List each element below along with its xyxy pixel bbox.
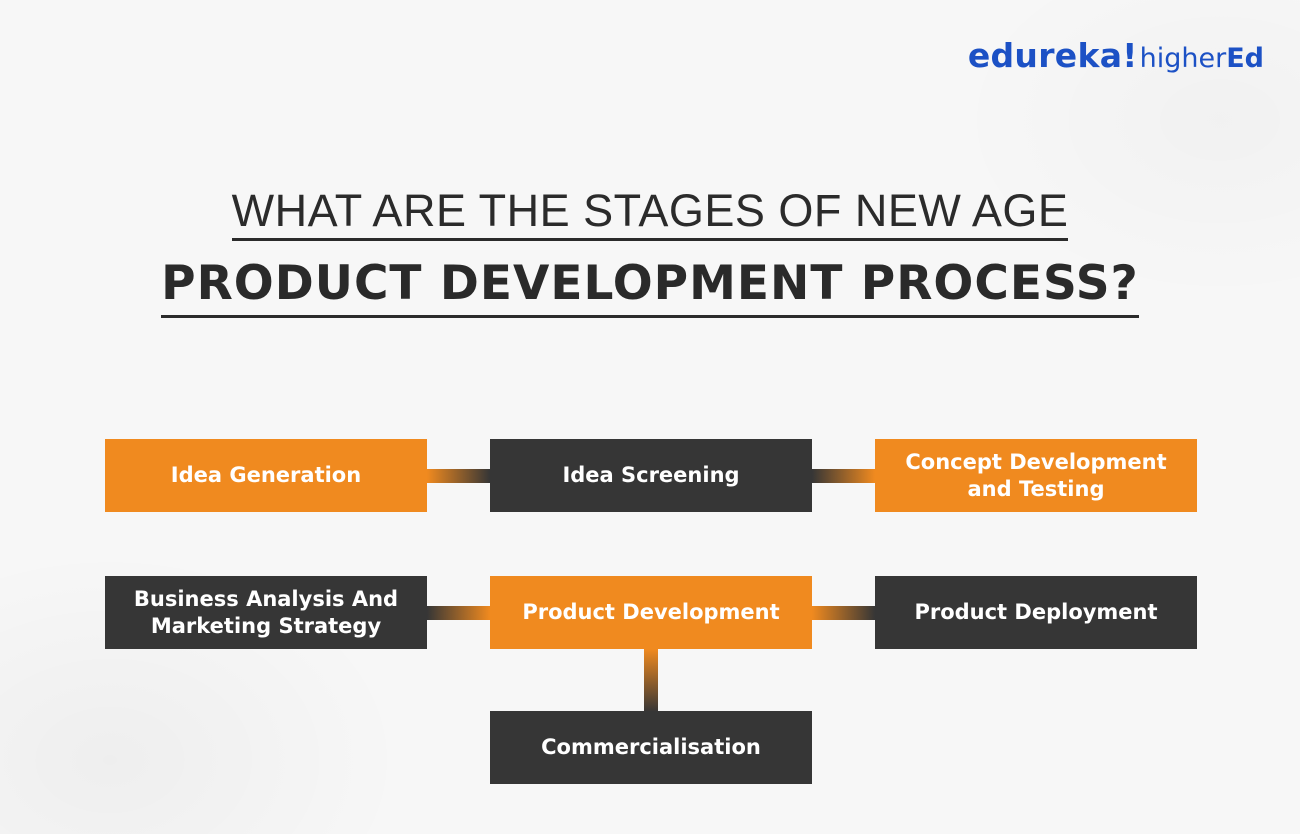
- connector-idea-generation-to-screening: [427, 469, 490, 483]
- stage-concept-development: Concept Development and Testing: [875, 439, 1197, 512]
- title-line-1-wrapper: WHAT ARE THE STAGES OF NEW AGE: [0, 186, 1300, 241]
- stage-label: Idea Generation: [170, 463, 362, 487]
- stage-label: Business Analysis And Marketing Strategy: [134, 586, 398, 640]
- connector-product-development-to-deployment: [812, 606, 875, 620]
- stage-label: Product Deployment: [914, 600, 1158, 624]
- stage-product-development: Product Development: [490, 576, 812, 649]
- logo-subbrand-bold: Ed: [1226, 43, 1264, 74]
- stage-idea-generation: Idea Generation: [105, 439, 427, 512]
- logo-wordmark: edureka!: [967, 36, 1138, 75]
- stage-product-deployment: Product Deployment: [875, 576, 1197, 649]
- title-line-2: PRODUCT DEVELOPMENT PROCESS?: [161, 257, 1139, 318]
- stage-idea-screening: Idea Screening: [490, 439, 812, 512]
- stage-label-line: Business Analysis And: [133, 586, 399, 611]
- connector-product-development-to-commercialisation: [644, 649, 658, 712]
- stage-business-analysis: Business Analysis And Marketing Strategy: [105, 576, 427, 649]
- connector-screening-to-concept: [812, 469, 875, 483]
- stage-label: Idea Screening: [562, 463, 740, 487]
- stage-label: Concept Development and Testing: [905, 449, 1166, 503]
- stage-label: Product Development: [522, 600, 780, 624]
- stage-label-line: and Testing: [967, 476, 1105, 501]
- title-line-2-wrapper: PRODUCT DEVELOPMENT PROCESS?: [0, 257, 1300, 318]
- stage-commercialisation: Commercialisation: [490, 711, 812, 784]
- stage-label-line: Marketing Strategy: [150, 613, 382, 638]
- title-line-1: WHAT ARE THE STAGES OF NEW AGE: [231, 186, 1069, 241]
- logo-subbrand-light: higher: [1139, 43, 1227, 74]
- stage-label: Commercialisation: [541, 735, 761, 759]
- stage-label-line: Concept Development: [905, 449, 1167, 474]
- connector-business-to-product-development: [427, 606, 490, 620]
- edureka-logo: edureka! higher Ed: [968, 36, 1264, 76]
